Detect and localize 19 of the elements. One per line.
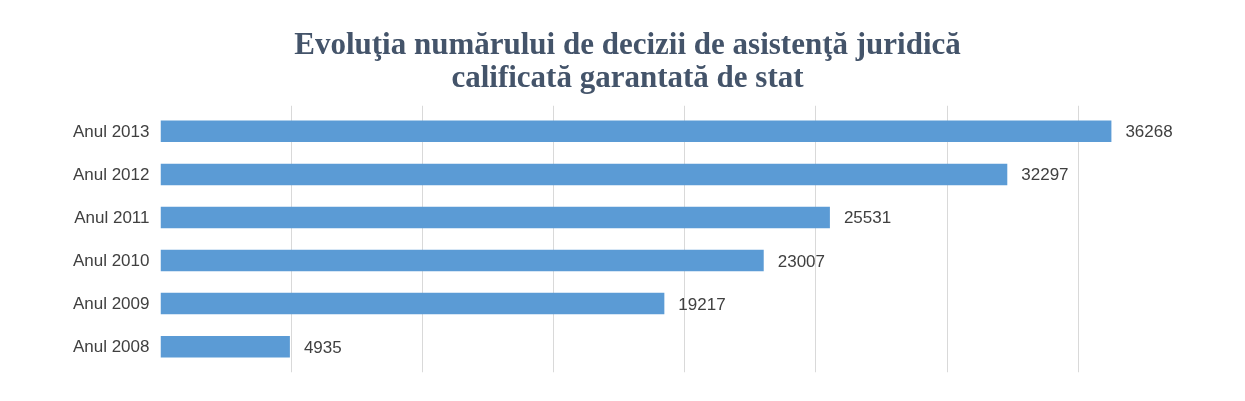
y-tick-label: Anul 2008: [72, 337, 150, 357]
data-label: 19217: [678, 294, 726, 314]
data-label: 36268: [1125, 122, 1173, 142]
bar: [160, 163, 1008, 186]
y-tick-label: Anul 2012: [72, 164, 150, 184]
y-tick-label: Anul 2010: [72, 251, 150, 271]
bar: [160, 335, 290, 358]
data-label: 23007: [777, 251, 825, 271]
data-label: 32297: [1021, 165, 1069, 185]
bar: [160, 292, 665, 315]
bar: [160, 206, 830, 229]
bar: [160, 120, 1112, 143]
y-tick-label: Anul 2013: [72, 121, 150, 141]
chart-title: Evoluţia numărului de decizii de asistenţă juridică calificată garantată de stat: [293, 26, 962, 95]
y-tick-label: Anul 2011: [74, 207, 150, 227]
bar: [160, 249, 764, 272]
y-tick-label: Anul 2009: [72, 294, 150, 314]
data-label: 25531: [843, 208, 892, 228]
data-label: 4935: [303, 337, 342, 357]
